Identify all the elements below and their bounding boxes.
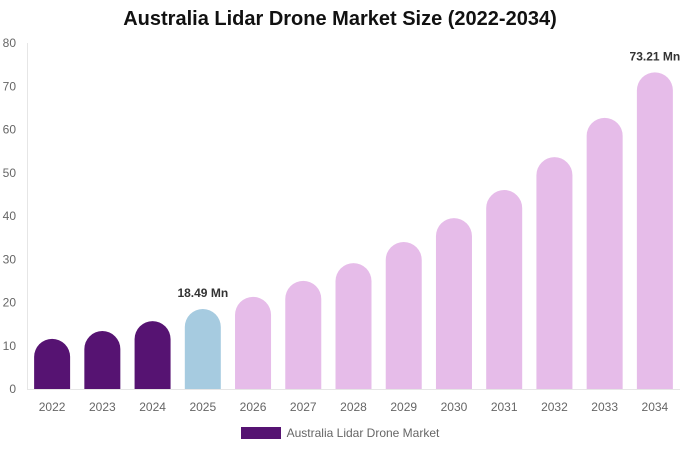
bar: [285, 280, 322, 389]
x-tick-label: 2033: [591, 400, 618, 414]
legend-label: Australia Lidar Drone Market: [286, 426, 440, 440]
x-tick-label: 2025: [189, 400, 216, 414]
x-tick-label: 2022: [39, 400, 66, 414]
bar: [586, 117, 623, 389]
bar: [34, 338, 71, 389]
y-tick-label: 50: [3, 166, 17, 180]
y-tick-label: 20: [3, 296, 17, 310]
bar: [636, 72, 673, 389]
bar: [134, 321, 171, 389]
y-tick-label: 10: [3, 339, 17, 353]
bar: [335, 263, 372, 389]
chart-title: Australia Lidar Drone Market Size (2022-…: [123, 8, 557, 30]
bar: [184, 309, 221, 389]
legend: Australia Lidar Drone Market: [0, 426, 680, 440]
data-label: 73.21 Mn: [630, 49, 680, 63]
bar: [385, 241, 422, 389]
x-tick-label: 2029: [390, 400, 417, 414]
bar: [435, 218, 472, 389]
y-tick-label: 70: [3, 79, 17, 93]
x-tick-label: 2034: [642, 400, 669, 414]
x-tick-label: 2024: [139, 400, 166, 414]
y-tick-label: 80: [3, 36, 17, 50]
bar: [84, 331, 121, 389]
x-tick-label: 2026: [240, 400, 267, 414]
x-tick-label: 2032: [541, 400, 568, 414]
legend-swatch: [240, 427, 281, 439]
x-tick-label: 2028: [340, 400, 367, 414]
y-tick-label: 0: [9, 382, 16, 396]
y-tick-label: 60: [3, 123, 17, 137]
data-label: 18.49 Mn: [177, 286, 228, 300]
y-tick-label: 30: [3, 252, 17, 266]
x-tick-label: 2031: [491, 400, 518, 414]
x-tick-label: 2027: [290, 400, 317, 414]
y-tick-label: 40: [3, 209, 17, 223]
bar: [486, 190, 523, 389]
x-tick-label: 2030: [441, 400, 468, 414]
bar: [235, 296, 272, 389]
x-tick-label: 2023: [89, 400, 116, 414]
bar: [536, 157, 573, 389]
